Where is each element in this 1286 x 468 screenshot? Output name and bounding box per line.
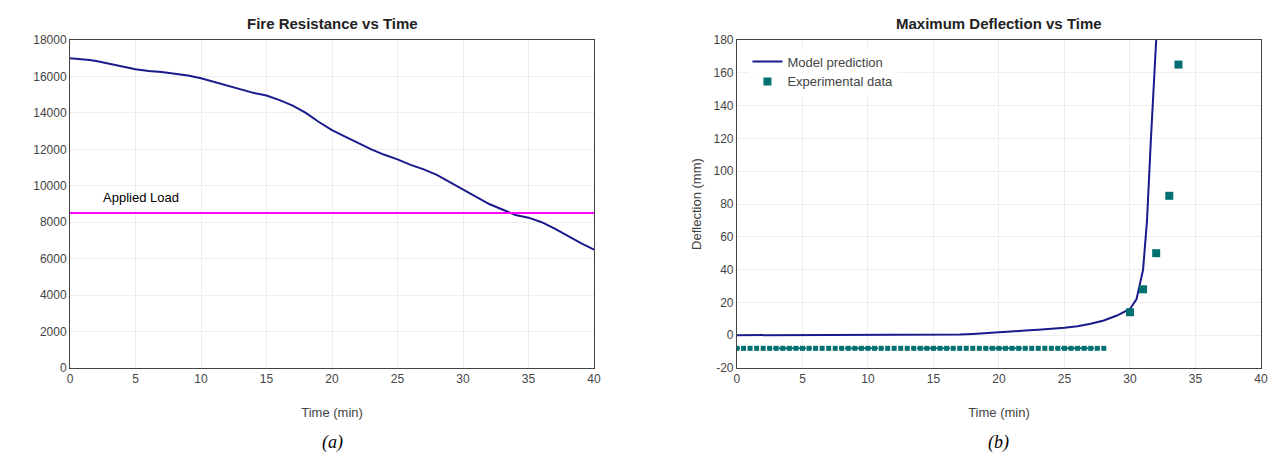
svg-text:18000: 18000	[33, 33, 67, 47]
svg-text:15: 15	[260, 372, 274, 386]
svg-text:0: 0	[727, 328, 734, 342]
svg-text:80: 80	[720, 197, 734, 211]
svg-text:16000: 16000	[33, 70, 67, 84]
svg-text:35: 35	[1189, 372, 1203, 386]
svg-text:40: 40	[587, 372, 601, 386]
svg-text:20: 20	[720, 296, 734, 310]
svg-text:-20: -20	[716, 361, 734, 375]
svg-text:10: 10	[194, 372, 208, 386]
svg-text:5: 5	[132, 372, 139, 386]
svg-text:12000: 12000	[33, 143, 67, 157]
svg-text:0: 0	[67, 372, 74, 386]
svg-text:25: 25	[391, 372, 405, 386]
svg-text:Experimental data: Experimental data	[787, 74, 893, 89]
svg-text:40: 40	[1254, 372, 1268, 386]
svg-text:30: 30	[1123, 372, 1137, 386]
svg-text:5: 5	[799, 372, 806, 386]
svg-text:Deflection (mm): Deflection (mm)	[689, 158, 704, 250]
svg-text:15: 15	[927, 372, 941, 386]
svg-text:8000: 8000	[40, 215, 67, 229]
svg-text:Fire Resistance vs Time: Fire Resistance vs Time	[247, 15, 418, 32]
svg-text:140: 140	[714, 99, 734, 113]
svg-text:(b): (b)	[988, 432, 1009, 453]
svg-text:30: 30	[456, 372, 470, 386]
svg-text:4000: 4000	[40, 288, 67, 302]
svg-text:0: 0	[734, 372, 741, 386]
svg-text:2000: 2000	[40, 325, 67, 339]
svg-text:10: 10	[861, 372, 875, 386]
svg-text:6000: 6000	[40, 252, 67, 266]
svg-text:35: 35	[522, 372, 536, 386]
svg-text:25: 25	[1058, 372, 1072, 386]
svg-text:20: 20	[992, 372, 1006, 386]
svg-text:Maximum Deflection vs Time: Maximum Deflection vs Time	[896, 15, 1102, 32]
svg-text:Time (min): Time (min)	[301, 405, 363, 420]
svg-text:(a): (a)	[322, 432, 343, 453]
svg-text:20: 20	[325, 372, 339, 386]
svg-text:100: 100	[714, 164, 734, 178]
svg-text:0: 0	[60, 361, 67, 375]
svg-text:14000: 14000	[33, 106, 67, 120]
svg-text:180: 180	[714, 33, 734, 47]
svg-text:Model prediction: Model prediction	[787, 55, 882, 70]
svg-text:60: 60	[720, 230, 734, 244]
svg-text:40: 40	[720, 263, 734, 277]
svg-text:Applied Load: Applied Load	[103, 190, 179, 205]
svg-text:160: 160	[714, 66, 734, 80]
svg-text:Time (min): Time (min)	[968, 405, 1030, 420]
svg-text:10000: 10000	[33, 179, 67, 193]
svg-text:120: 120	[714, 132, 734, 146]
